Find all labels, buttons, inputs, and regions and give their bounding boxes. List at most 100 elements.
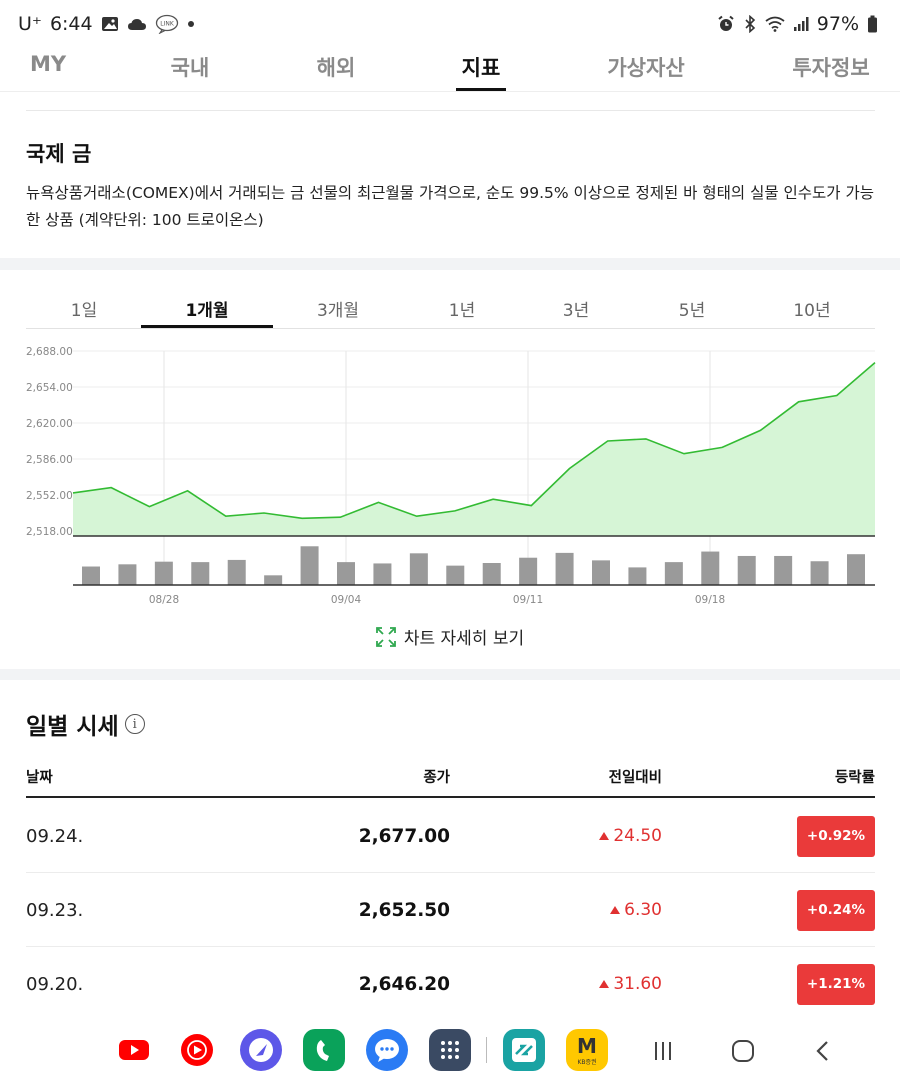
volume-bar — [555, 552, 574, 585]
indicator-description: 뉴욕상품거래소(COMEX)에서 거래되는 금 선물의 최근월물 가격으로, 순… — [26, 184, 875, 229]
table-row[interactable]: 09.24. 2,677.00 24.50 +0.92% — [26, 799, 875, 873]
tab-crypto[interactable]: 가상자산 — [607, 56, 685, 80]
table-row[interactable]: 09.20. 2,646.20 31.60 +1.21% — [26, 947, 875, 1021]
phone-icon[interactable] — [303, 1029, 345, 1071]
bank-app-icon[interactable] — [503, 1029, 545, 1071]
kb-label: KB증권 — [577, 1058, 596, 1066]
volume-bar — [847, 554, 865, 585]
volume-bar — [519, 557, 538, 585]
kb-securities-icon[interactable]: M KB증권 — [566, 1029, 608, 1071]
row-change-value: 6.30 — [624, 900, 662, 920]
period-tab-1m[interactable]: 1개월 — [185, 301, 229, 321]
svg-text:M: M — [577, 1034, 597, 1058]
volume-bar — [774, 555, 793, 585]
back-icon[interactable] — [806, 1034, 840, 1068]
wifi-icon — [765, 16, 785, 32]
cloud-icon — [127, 17, 147, 31]
info-icon[interactable]: i — [124, 714, 145, 734]
dot-icon — [187, 20, 195, 28]
gallery-icon — [101, 16, 119, 32]
row-rate: +0.24% — [797, 873, 875, 947]
x-tick-label: 08/28 — [149, 594, 179, 606]
tab-domestic[interactable]: 국내 — [170, 56, 210, 80]
row-close: 2,646.20 — [358, 973, 450, 995]
y-tick-label: 2,586.00 — [26, 454, 73, 466]
row-date: 09.20. — [26, 973, 84, 995]
youtube-music-icon[interactable] — [176, 1029, 218, 1071]
period-tab-3y[interactable]: 3년 — [562, 301, 590, 321]
period-tab-1y[interactable]: 1년 — [448, 301, 476, 321]
volume-bar — [154, 561, 173, 585]
tab-indicators[interactable]: 지표 — [461, 56, 501, 80]
top-tab-bar: MY 국내 해외 지표 가상자산 투자정보 — [0, 48, 900, 92]
carrier-label: U⁺ — [18, 13, 42, 35]
price-chart[interactable]: 2,688.00 2,654.00 2,620.00 2,586.00 2,552.00… — [0, 335, 900, 615]
y-tick-label: 2,518.00 — [26, 526, 73, 538]
x-tick-label: 09/04 — [331, 594, 362, 606]
bluetooth-icon — [743, 15, 757, 33]
price-line — [72, 361, 876, 520]
home-icon[interactable] — [726, 1034, 760, 1068]
navigation-dock: M KB증권 — [0, 1020, 900, 1081]
row-rate: +1.21% — [797, 947, 875, 1021]
active-period-indicator — [141, 325, 273, 328]
tab-my[interactable]: MY — [29, 52, 67, 76]
header-close: 종가 — [423, 770, 450, 786]
volume-bar — [701, 551, 720, 585]
chart-detail-link[interactable]: 차트 자세히 보기 — [0, 624, 900, 649]
period-tab-10y[interactable]: 10년 — [793, 301, 831, 321]
volume-bar — [409, 553, 428, 585]
row-change-value: 31.60 — [613, 974, 662, 994]
row-date: 09.24. — [26, 825, 84, 847]
volume-bar — [373, 563, 392, 585]
expand-icon — [375, 626, 396, 647]
battery-percent: 97% — [816, 13, 859, 35]
tab-investment-info[interactable]: 투자정보 — [792, 56, 870, 80]
period-tab-5y[interactable]: 5년 — [678, 301, 706, 321]
volume-bar — [300, 546, 319, 585]
messages-icon[interactable] — [366, 1029, 408, 1071]
section-divider — [26, 110, 875, 111]
volume-bar — [227, 559, 246, 585]
table-header: 날짜 종가 전일대비 등락률 — [26, 764, 875, 798]
status-bar: U⁺ 6:44 LINK 97% — [0, 0, 900, 48]
volume-bar — [264, 575, 283, 585]
indicator-title: 국제 금 — [26, 142, 92, 166]
row-rate: +0.92% — [797, 799, 875, 873]
svg-text:LINK: LINK — [160, 21, 175, 28]
table-row[interactable]: 09.23. 2,652.50 6.30 +0.24% — [26, 873, 875, 947]
signal-icon — [793, 16, 809, 32]
volume-bar — [82, 566, 100, 585]
rate-badge: +1.21% — [797, 963, 875, 1005]
price-area — [73, 362, 875, 536]
period-tab-3m[interactable]: 3개월 — [316, 301, 360, 321]
volume-bar — [810, 561, 829, 585]
daily-prices-title: 일별 시세 i — [26, 707, 145, 741]
alarm-icon — [717, 15, 735, 33]
row-date: 09.23. — [26, 899, 84, 921]
row-change: 24.50 — [599, 799, 662, 873]
app-drawer-icon[interactable] — [429, 1029, 471, 1071]
header-rate: 등락률 — [834, 770, 875, 786]
samsung-internet-icon[interactable] — [240, 1029, 282, 1071]
up-arrow-icon — [610, 906, 621, 914]
y-tick-label: 2,620.00 — [26, 418, 73, 430]
active-tab-indicator — [456, 88, 506, 91]
battery-icon — [867, 15, 878, 33]
y-tick-label: 2,552.00 — [26, 490, 73, 502]
volume-bar — [628, 567, 647, 585]
volume-bar — [118, 564, 137, 585]
period-tab-bar: 1일 1개월 3개월 1년 3년 5년 10년 — [26, 284, 875, 329]
row-close: 2,652.50 — [358, 899, 450, 921]
link-icon: LINK — [155, 14, 179, 34]
dock-divider — [486, 1037, 487, 1063]
up-arrow-icon — [599, 832, 610, 840]
recents-icon[interactable] — [646, 1034, 680, 1068]
period-tab-1d[interactable]: 1일 — [70, 301, 98, 321]
header-change: 전일대비 — [608, 770, 662, 786]
y-tick-label: 2,654.00 — [26, 382, 73, 394]
volume-bar — [664, 562, 683, 585]
tab-overseas[interactable]: 해외 — [316, 56, 356, 80]
volume-bar — [737, 555, 756, 585]
youtube-icon[interactable] — [113, 1029, 155, 1071]
